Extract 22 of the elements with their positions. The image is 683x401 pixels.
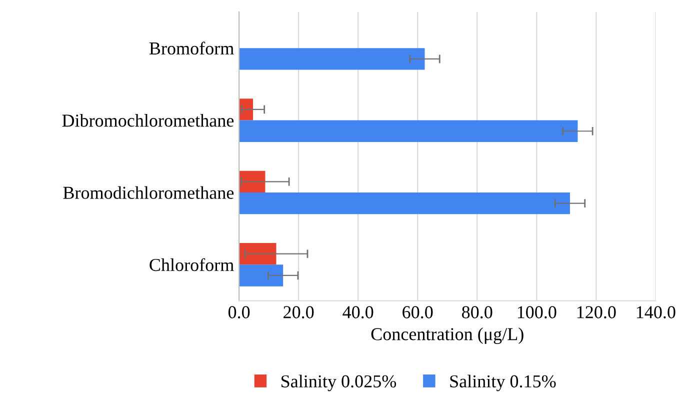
x-tick-label: 60.0 bbox=[402, 306, 433, 318]
y-tick-label: Dibromochloromethane bbox=[62, 114, 234, 127]
y-tick-label: Chloroform bbox=[150, 258, 234, 272]
bar bbox=[239, 120, 578, 142]
bar bbox=[239, 243, 276, 265]
y-tick-label: Bromodichloromethane bbox=[63, 186, 234, 199]
x-tick-label: 140.0 bbox=[636, 306, 676, 318]
y-tick-label: Bromoform bbox=[149, 42, 234, 55]
x-tick-label: 20.0 bbox=[284, 306, 314, 318]
bar bbox=[239, 264, 284, 286]
bar bbox=[239, 192, 570, 214]
bar bbox=[239, 98, 254, 120]
x-tick-label: 0.0 bbox=[228, 306, 250, 318]
x-tick-label: 40.0 bbox=[342, 306, 374, 318]
bar bbox=[239, 48, 425, 70]
legend-label: Salinity 0.15% bbox=[450, 374, 556, 392]
x-tick-label: 120.0 bbox=[577, 306, 616, 318]
bar bbox=[239, 170, 266, 192]
x-tick-label: 80.0 bbox=[462, 306, 492, 318]
x-tick-label: 100.0 bbox=[518, 306, 556, 318]
x-axis-title: Concentration (μg/L) bbox=[371, 328, 524, 344]
legend-label: Salinity 0.025% bbox=[282, 374, 396, 392]
